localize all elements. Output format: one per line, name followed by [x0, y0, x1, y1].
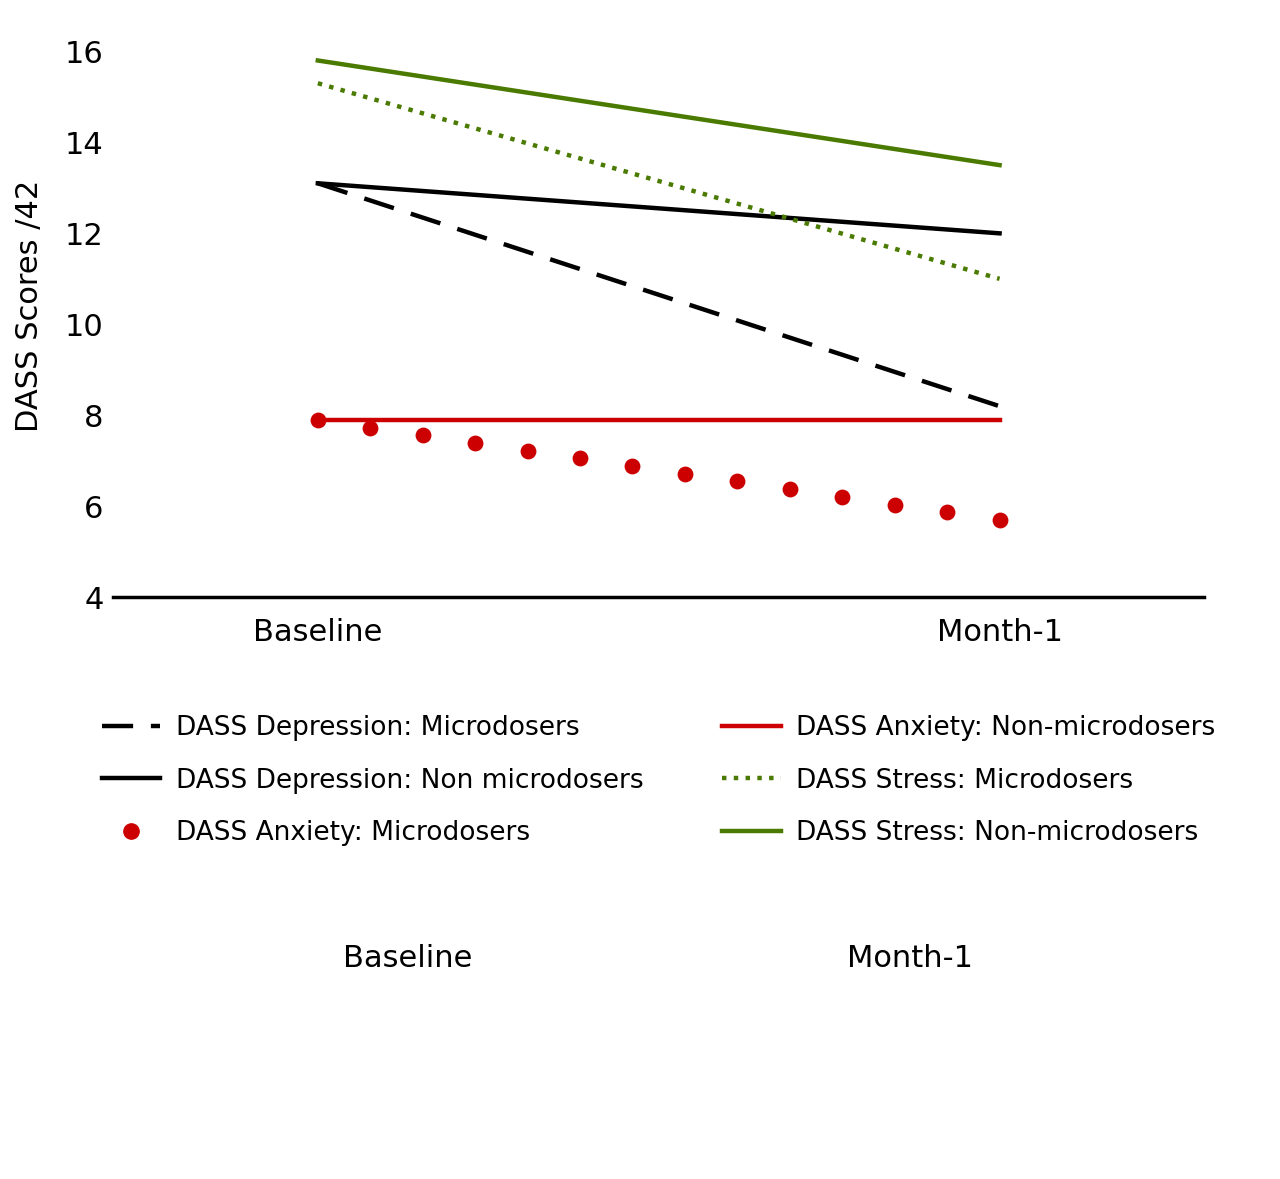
Point	[675, 465, 695, 483]
Text: Baseline: Baseline	[343, 943, 472, 973]
Text: Month-1: Month-1	[846, 943, 973, 973]
Point	[622, 456, 643, 475]
Point	[727, 472, 748, 490]
Point	[307, 410, 328, 429]
Point	[412, 426, 433, 444]
Point	[570, 449, 590, 468]
Point	[884, 495, 905, 514]
Legend: DASS Depression: Microdosers, DASS Depression: Non microdosers, DASS Anxiety: Mi: DASS Depression: Microdosers, DASS Depre…	[102, 716, 1216, 847]
Point	[360, 419, 380, 437]
Point	[989, 511, 1010, 529]
Text: Baseline: Baseline	[253, 618, 383, 647]
Text: Month-1: Month-1	[937, 618, 1062, 647]
Y-axis label: DASS Scores /42: DASS Scores /42	[15, 180, 44, 433]
Point	[465, 434, 485, 453]
Point	[517, 441, 538, 460]
Point	[832, 487, 852, 506]
Point	[780, 480, 800, 499]
Point	[937, 502, 957, 521]
